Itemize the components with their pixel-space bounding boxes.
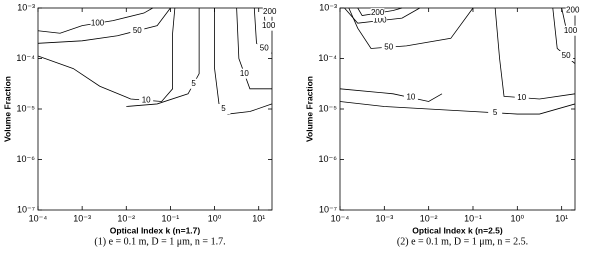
label-background: [381, 42, 396, 53]
x-axis-label: Optical Index k (n=2.5): [412, 225, 503, 235]
contour-label: 5: [191, 79, 196, 88]
y-tick-label: 10⁻³: [319, 2, 337, 12]
contour-line: [494, 7, 576, 100]
y-axis-label: Volume Fraction: [2, 76, 12, 142]
y-tick-label: 10⁻⁷: [17, 204, 35, 214]
x-tick-label: 10⁻¹: [162, 213, 180, 223]
label-background: [237, 68, 252, 79]
y-tick-label: 10⁻⁶: [17, 154, 36, 164]
y-tick-label: 10⁻⁷: [319, 204, 337, 214]
panel: 10⁻⁴ 10⁻³ 10⁻² 10⁻¹ 10⁰ 10¹ 10⁻⁷ 10⁻⁶ 10⁻⁵ 10⁻⁴ 10…: [2, 2, 277, 247]
y-tick-label: 10⁻³: [17, 2, 35, 12]
label-background: [488, 107, 503, 118]
x-tick-label: 10¹: [252, 213, 265, 223]
contour-label: 100: [262, 21, 276, 30]
panel: 10⁻⁴ 10⁻³ 10⁻² 10⁻¹ 10⁰ 10¹ 10⁻⁷ 10⁻⁶ 10⁻⁵ 10⁻⁴ 10…: [304, 2, 580, 247]
x-tick-label: 10⁰: [208, 213, 222, 223]
label-background: [563, 25, 578, 36]
contour-label: 5: [493, 108, 498, 117]
x-tick-label: 10⁻¹: [464, 213, 482, 223]
contour-label: 100: [91, 18, 105, 27]
contour-label: 10: [406, 93, 415, 102]
y-axis-label: Volume Fraction: [304, 76, 314, 142]
label-background: [261, 20, 276, 31]
label-background: [257, 43, 272, 54]
contour-label: 200: [263, 7, 277, 16]
label-background: [559, 51, 574, 62]
y-tick-label: 10⁻⁵: [17, 103, 36, 113]
label-background: [216, 103, 231, 114]
contour-label: 50: [562, 51, 571, 60]
label-background: [90, 18, 105, 29]
contour-label: 10: [517, 93, 526, 102]
label-background: [565, 5, 580, 16]
label-background: [370, 8, 385, 19]
plot-frame: [37, 7, 273, 211]
contour-label: 10: [240, 69, 249, 78]
contour-label: 5: [221, 104, 226, 113]
x-tick-label: 10⁻²: [117, 213, 135, 223]
contour-line: [339, 101, 576, 115]
x-tick-label: 10⁻²: [420, 213, 438, 223]
label-background: [372, 15, 387, 26]
x-tick-label: 10⁻⁴: [331, 213, 350, 223]
contour-label: 200: [371, 8, 385, 17]
x-tick-label: 10¹: [555, 213, 568, 223]
x-tick-label: 10⁻³: [375, 213, 393, 223]
y-tick-label: 10⁻⁴: [16, 53, 35, 63]
plot-frame: [339, 7, 576, 211]
label-background: [130, 25, 145, 36]
contour-line: [339, 88, 443, 102]
label-background: [186, 78, 201, 89]
contour-label: 200: [566, 6, 580, 15]
contour-label: 100: [564, 26, 578, 35]
x-tick-label: 10⁻³: [73, 213, 91, 223]
contour-line: [37, 7, 171, 44]
y-tick-label: 10⁻⁶: [319, 154, 338, 164]
label-background: [514, 92, 529, 103]
contour-label: 50: [260, 43, 269, 52]
contour-label: 100: [373, 16, 387, 25]
caption: (2) e = 0.1 m, D = 1 μm, n = 2.5.: [397, 236, 528, 247]
x-tick-label: 10⁻⁴: [29, 213, 48, 223]
contour-label: 50: [384, 42, 393, 51]
y-tick-label: 10⁻⁵: [319, 103, 338, 113]
contour-label: 50: [133, 26, 142, 35]
contour-label: 10: [142, 95, 151, 104]
label-background: [262, 6, 277, 17]
y-tick-label: 10⁻⁴: [318, 53, 337, 63]
contour-line: [126, 8, 200, 107]
label-background: [139, 95, 154, 106]
contour-line: [348, 7, 474, 49]
x-axis-label: Optical Index k (n=1.7): [110, 225, 201, 235]
caption: (1) e = 0.1 m, D = 1 μm, n = 1.7.: [94, 236, 225, 247]
label-background: [403, 92, 418, 103]
x-tick-label: 10⁰: [511, 213, 525, 223]
